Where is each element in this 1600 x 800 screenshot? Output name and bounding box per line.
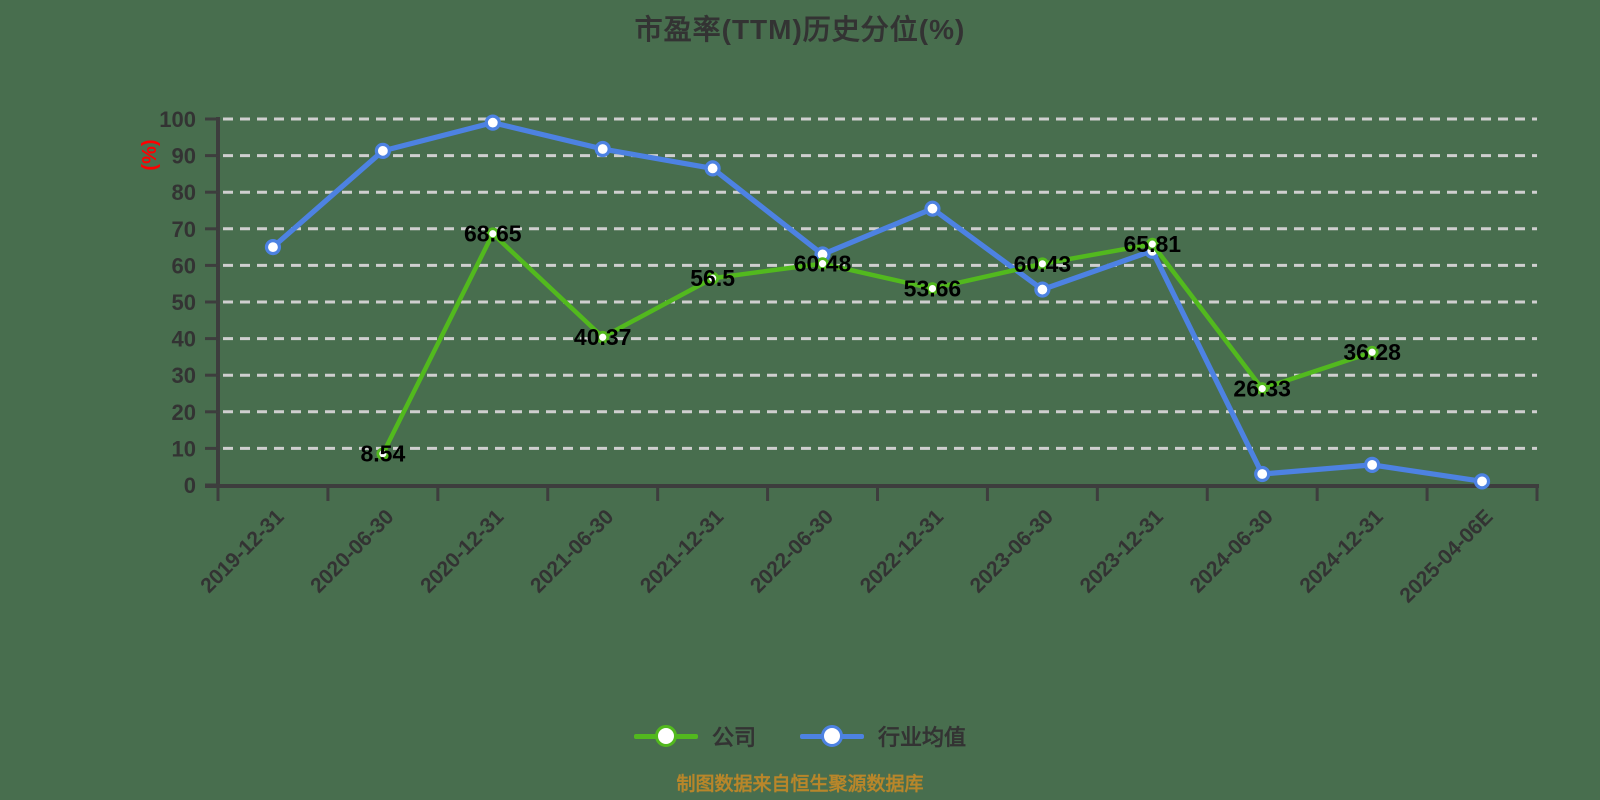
data-point-label: 60.48	[794, 251, 852, 277]
x-tick-label: 2020-12-31	[416, 505, 508, 597]
data-point-marker	[1255, 382, 1269, 396]
svg-text:80: 80	[172, 180, 196, 205]
data-point-label: 8.54	[360, 441, 405, 467]
x-tick-label: 2021-12-31	[636, 505, 728, 597]
data-source-note: 制图数据来自恒生聚源数据库	[676, 774, 924, 795]
chart-title: 市盈率(TTM)历史分位(%)	[634, 14, 966, 45]
svg-text:100: 100	[159, 107, 196, 132]
data-point-marker	[1364, 456, 1381, 473]
data-point-marker	[596, 330, 610, 344]
data-point-marker	[484, 114, 501, 131]
data-point-label: 65.81	[1124, 231, 1182, 257]
data-point-marker	[264, 239, 282, 256]
company-line-swatch	[633, 725, 698, 747]
data-point-label: 26.33	[1233, 376, 1291, 402]
company-marker-icon	[654, 725, 677, 747]
series-company	[376, 227, 1379, 461]
svg-text:50: 50	[172, 290, 196, 315]
x-tick-label: 2021-06-30	[526, 505, 618, 597]
data-point-marker	[374, 142, 391, 159]
series-line	[380, 231, 1375, 456]
data-point-marker	[704, 160, 721, 177]
svg-text:30: 30	[172, 363, 196, 388]
industry-marker-icon	[821, 725, 843, 747]
series-industry-average	[264, 114, 1491, 490]
gridlines	[223, 117, 1537, 450]
svg-text:40: 40	[172, 327, 196, 352]
data-point-label: 68.65	[464, 221, 522, 247]
legend: 公司 行业均值	[0, 720, 1600, 752]
x-tick-labels: 2019-12-31 2020-06-30 2020-12-31 2021-06-30…	[196, 505, 1497, 607]
svg-text:90: 90	[172, 144, 196, 169]
data-point-marker	[376, 447, 390, 461]
data-point-label: 56.5	[690, 265, 735, 291]
svg-text:70: 70	[172, 217, 196, 242]
x-tick-label: 2022-12-31	[856, 505, 948, 597]
y-tick-labels: 0 10 20 30 40 50 60 70 80 90 100	[159, 107, 196, 498]
series-line	[270, 120, 1485, 484]
legend-label-industry-average: 行业均值	[878, 725, 967, 750]
x-tick-label: 2025-04-06E	[1395, 505, 1497, 607]
x-tick-label: 2023-06-30	[966, 505, 1058, 597]
industry-line-swatch	[800, 725, 864, 747]
data-point-marker	[1145, 237, 1159, 251]
x-tick-label: 2024-12-31	[1295, 505, 1387, 597]
data-point-marker	[706, 271, 720, 285]
svg-text:0: 0	[184, 473, 196, 498]
legend-item-industry-average[interactable]: 行业均值	[800, 720, 966, 752]
data-point-label: 53.66	[904, 276, 962, 302]
data-point-marker	[486, 227, 500, 241]
svg-text:20: 20	[172, 400, 196, 425]
data-labels: 8.54 68.65 40.37 56.5 60.48 53.66 60.43 65.81 26…	[360, 221, 1401, 467]
data-point-marker	[924, 200, 941, 217]
y-axis-unit-label: (%)	[139, 139, 161, 170]
legend-item-company[interactable]: 公司	[633, 720, 756, 752]
x-tick-label: 2022-06-30	[746, 505, 838, 597]
data-point-label: 36.28	[1343, 339, 1401, 365]
x-tick-label: 2024-06-30	[1186, 505, 1278, 597]
x-tick-label: 2023-12-31	[1076, 505, 1168, 597]
x-tick-label: 2019-12-31	[196, 505, 288, 597]
legend-label-company: 公司	[711, 725, 756, 750]
data-point-marker	[1035, 257, 1049, 271]
svg-text:60: 60	[172, 253, 196, 278]
data-point-marker	[1034, 281, 1051, 298]
data-point-marker	[1365, 345, 1379, 359]
data-point-marker	[1254, 465, 1271, 483]
data-point-marker	[926, 282, 939, 296]
data-point-marker	[1473, 473, 1491, 490]
axes	[205, 117, 1539, 501]
svg-text:10: 10	[172, 436, 196, 461]
data-point-marker	[594, 140, 611, 158]
x-tick-label: 2020-06-30	[306, 505, 398, 597]
data-point-marker	[816, 257, 829, 271]
data-point-label: 40.37	[574, 324, 632, 350]
data-point-label: 60.43	[1014, 251, 1072, 277]
